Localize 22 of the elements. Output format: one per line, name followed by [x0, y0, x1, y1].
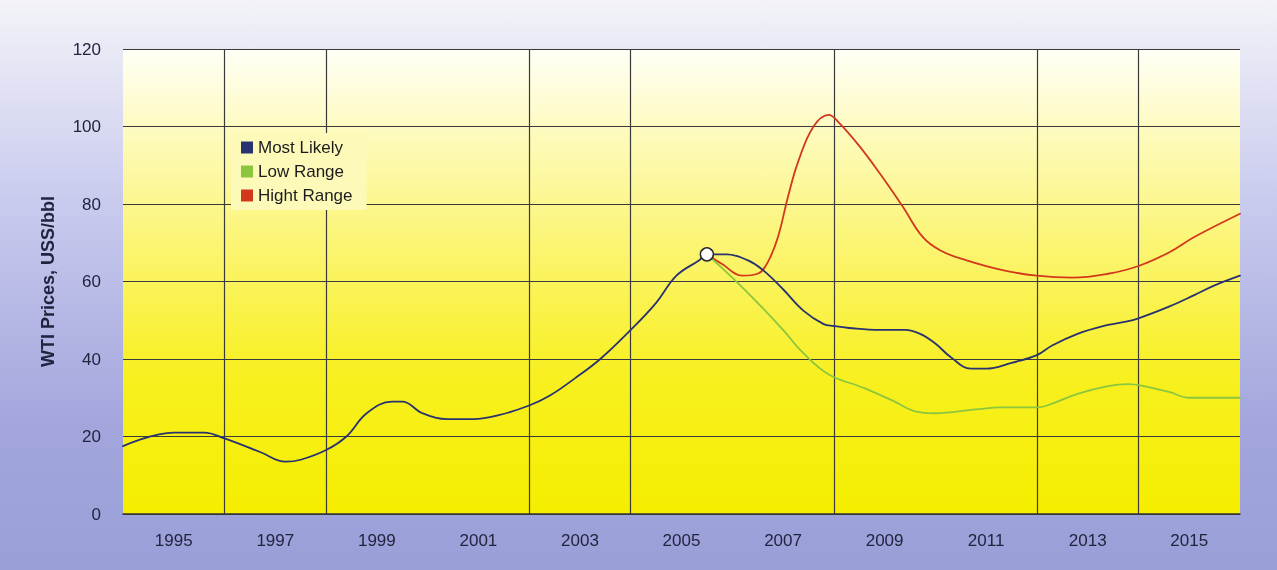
- x-tick-label: 2009: [865, 531, 904, 550]
- x-tick-label: 1995: [154, 531, 193, 550]
- legend-label: Hight Range: [258, 186, 353, 205]
- y-axis-title: WTI Prices, USS/bbl: [38, 195, 58, 368]
- y-tick-label: 40: [82, 349, 101, 369]
- y-tick-label: 80: [82, 194, 101, 214]
- x-tick-label: 2005: [662, 531, 701, 550]
- legend-label: Most Likely: [258, 138, 344, 157]
- y-tick-label: 120: [72, 39, 101, 59]
- x-tick-label: 1999: [357, 531, 396, 550]
- y-tick-label: 20: [82, 427, 101, 446]
- x-tick-label: 2013: [1068, 531, 1107, 550]
- x-tick-label: 1997: [256, 531, 295, 550]
- x-tick-label: 2011: [967, 531, 1005, 550]
- legend-label: Low Range: [258, 162, 345, 181]
- x-tick-label: 2003: [561, 531, 599, 550]
- x-tick-label: 2007: [764, 531, 802, 550]
- y-tick-label: 0: [91, 504, 101, 524]
- x-tick-label: 2001: [459, 531, 498, 550]
- x-tick-label: 2015: [1170, 531, 1209, 550]
- y-tick-label: 60: [82, 272, 101, 291]
- y-tick-label: 100: [72, 117, 101, 136]
